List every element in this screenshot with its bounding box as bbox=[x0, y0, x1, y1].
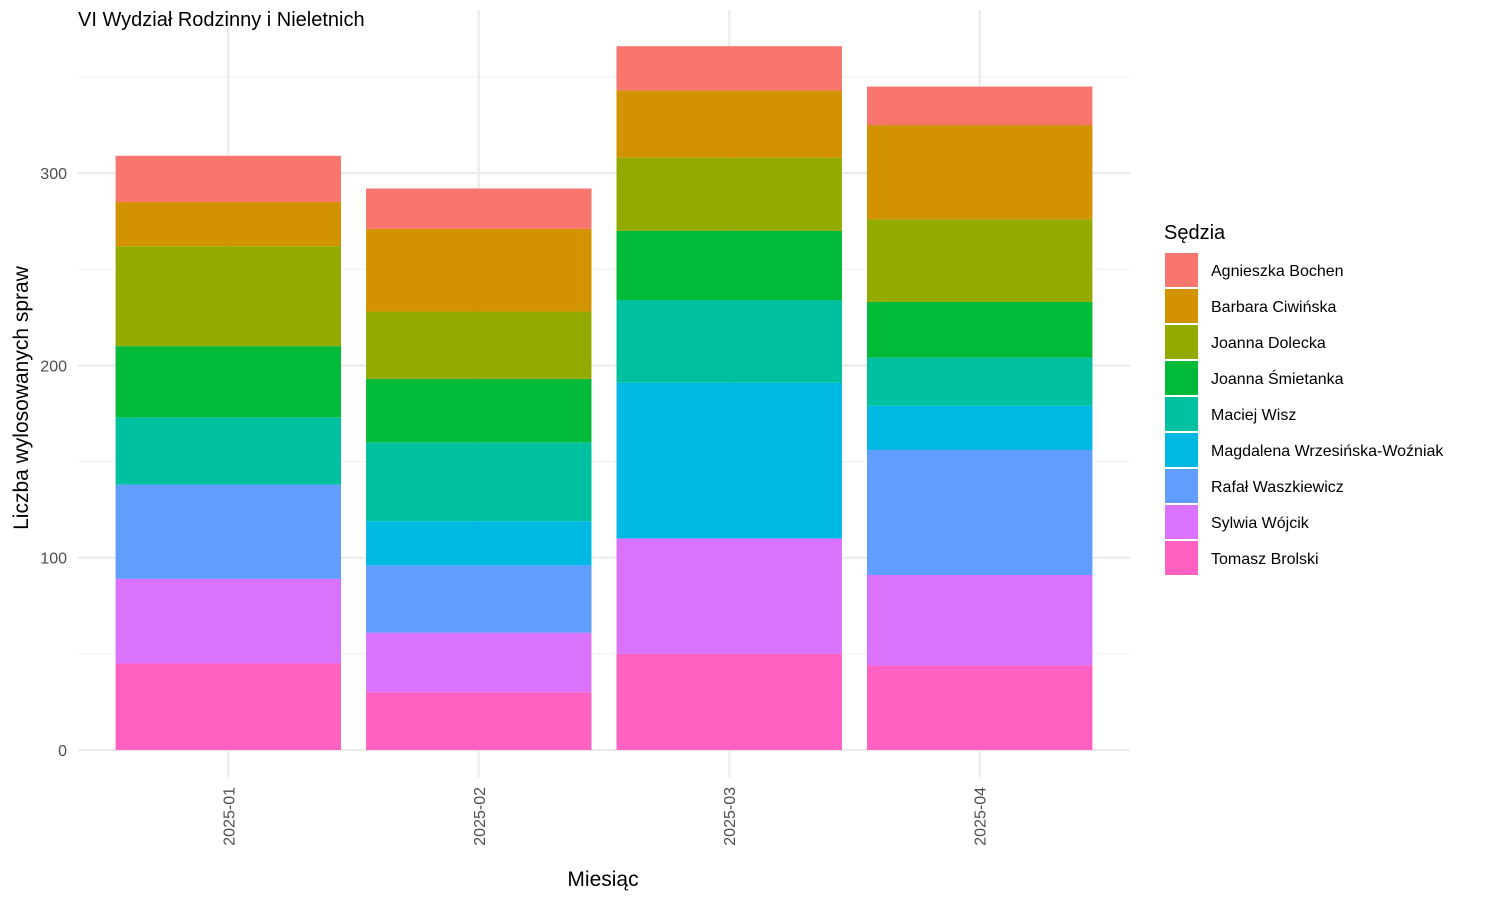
legend-label: Joanna Dolecka bbox=[1211, 335, 1326, 352]
bar-segment bbox=[616, 157, 842, 231]
y-axis-title: Liczba wylosowanych spraw bbox=[10, 265, 33, 530]
bar-segment bbox=[616, 90, 842, 158]
bars-layer bbox=[115, 46, 1093, 750]
bar-segment bbox=[867, 357, 1093, 406]
bar-segment bbox=[366, 188, 592, 229]
legend-swatch bbox=[1165, 289, 1198, 323]
legend-label: Maciej Wisz bbox=[1211, 407, 1296, 424]
legend-label: Agnieszka Bochen bbox=[1211, 263, 1344, 280]
bar-segment bbox=[366, 521, 592, 566]
y-tick-label: 200 bbox=[40, 358, 67, 375]
bar-segment bbox=[867, 86, 1093, 126]
bar-segment bbox=[115, 246, 341, 347]
bar-segment bbox=[616, 382, 842, 539]
bar-segment bbox=[867, 301, 1093, 358]
legend-label: Sylwia Wójcik bbox=[1211, 515, 1310, 532]
bar-segment bbox=[115, 484, 341, 579]
legend: Sędzia Agnieszka Bochen Barbara Ciwińska J… bbox=[1164, 222, 1444, 575]
bar-segment bbox=[366, 228, 592, 312]
legend-label: Rafał Waszkiewicz bbox=[1211, 479, 1344, 496]
legend-swatch bbox=[1165, 253, 1198, 287]
bar-segment bbox=[366, 565, 592, 633]
legend-label: Barbara Ciwińska bbox=[1211, 299, 1336, 316]
legend-label: Tomasz Brolski bbox=[1211, 551, 1319, 568]
chart-title: VI Wydział Rodzinny i Nieletnich bbox=[78, 9, 365, 31]
y-tick-label: 100 bbox=[40, 551, 67, 568]
bar-segment bbox=[115, 578, 341, 664]
bar-segment bbox=[115, 417, 341, 485]
bar-segment bbox=[867, 125, 1093, 220]
y-tick-label: 300 bbox=[40, 166, 67, 183]
legend-label: Joanna Śmietanka bbox=[1211, 369, 1344, 388]
y-tick-labels: 0 100 200 300 bbox=[40, 166, 67, 760]
bar-segment bbox=[616, 653, 842, 750]
bar-segment bbox=[616, 230, 842, 301]
legend-swatch bbox=[1165, 325, 1198, 359]
legend-swatch bbox=[1165, 505, 1198, 539]
bar-segment bbox=[366, 311, 592, 379]
legend-swatch bbox=[1165, 541, 1198, 575]
x-tick-label: 2025-02 bbox=[472, 787, 489, 846]
bar-segment bbox=[867, 665, 1093, 750]
x-tick-label: 2025-04 bbox=[973, 787, 990, 846]
x-tick-labels: 2025-01 2025-02 2025-03 2025-04 bbox=[221, 787, 989, 846]
x-axis-title: Miesiąc bbox=[567, 868, 638, 891]
legend-label: Magdalena Wrzesińska-Woźniak bbox=[1211, 443, 1444, 460]
bar-segment bbox=[115, 201, 341, 247]
legend-swatch bbox=[1165, 469, 1198, 503]
bar-segment bbox=[867, 575, 1093, 666]
x-tick-label: 2025-03 bbox=[722, 787, 739, 846]
bar-segment bbox=[366, 442, 592, 522]
bar-segment bbox=[867, 219, 1093, 302]
y-tick-label: 0 bbox=[58, 743, 67, 760]
bar-segment bbox=[616, 538, 842, 654]
bar-segment bbox=[366, 378, 592, 443]
bar-segment bbox=[867, 450, 1093, 576]
legend-title: Sędzia bbox=[1164, 222, 1226, 244]
legend-swatch bbox=[1165, 397, 1198, 431]
bar-segment bbox=[366, 632, 592, 693]
legend-swatch bbox=[1165, 361, 1198, 395]
bar-segment bbox=[115, 155, 341, 202]
bar-segment bbox=[115, 663, 341, 750]
bar-segment bbox=[616, 46, 842, 91]
x-tick-label: 2025-01 bbox=[221, 787, 238, 846]
bar-segment bbox=[115, 346, 341, 418]
bar-segment bbox=[616, 300, 842, 383]
bar-segment bbox=[366, 692, 592, 750]
legend-items: Agnieszka Bochen Barbara Ciwińska Joanna D… bbox=[1165, 253, 1444, 575]
legend-swatch bbox=[1165, 433, 1198, 467]
bar-segment bbox=[867, 405, 1093, 451]
